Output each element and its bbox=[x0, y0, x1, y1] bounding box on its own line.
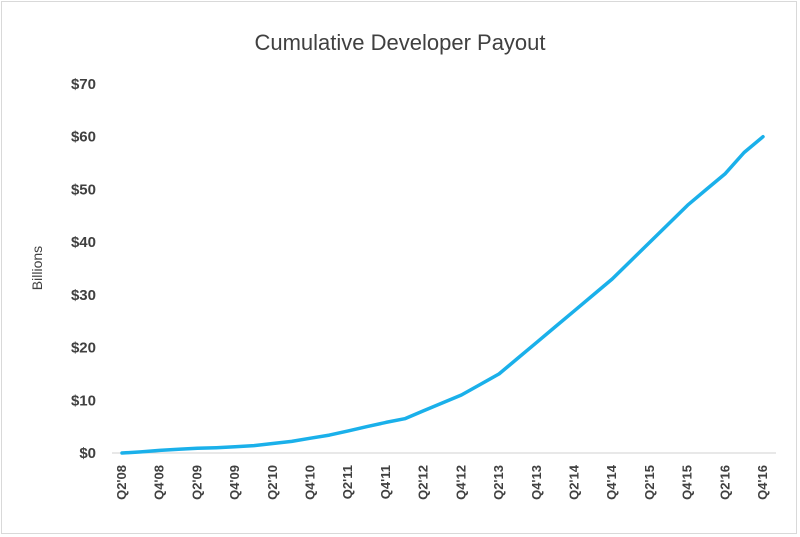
x-tick-label: Q4'12 bbox=[453, 465, 468, 500]
y-tick-label: $30 bbox=[71, 287, 96, 304]
series-line bbox=[120, 134, 765, 455]
x-tick-label: Q2'09 bbox=[189, 465, 204, 500]
x-tick-label: Q4'15 bbox=[680, 465, 695, 500]
x-tick-label: Q4'08 bbox=[152, 465, 167, 500]
x-tick-label: Q4'14 bbox=[604, 464, 619, 500]
y-tick-label: $0 bbox=[79, 445, 96, 462]
x-tick-label: Q4'16 bbox=[755, 465, 770, 500]
x-tick-label: Q2'11 bbox=[340, 465, 355, 499]
x-tick-label: Q2'10 bbox=[265, 465, 280, 500]
x-tick-label: Q4'11 bbox=[378, 465, 393, 499]
y-tick-label: $40 bbox=[71, 234, 96, 251]
chart-title: Cumulative Developer Payout bbox=[254, 30, 546, 55]
x-tick-label: Q2'13 bbox=[491, 465, 506, 500]
x-tick-label: Q2'12 bbox=[416, 465, 431, 500]
x-tick-label: Q4'10 bbox=[303, 465, 318, 500]
y-tick-label: $70 bbox=[71, 76, 96, 93]
x-tick-label: Q2'14 bbox=[566, 464, 581, 500]
y-tick-label: $10 bbox=[71, 392, 96, 409]
x-tick-label: Q2'15 bbox=[642, 465, 657, 500]
x-tick-label: Q4'13 bbox=[529, 465, 544, 500]
y-axis-ticks: $0 $10 $20 $30 $40 $50 $60 $70 bbox=[71, 76, 96, 462]
y-tick-label: $60 bbox=[71, 129, 96, 146]
x-tick-label: Q2'08 bbox=[114, 465, 129, 500]
x-axis-ticks: Q2'08 Q4'08 Q2'09 Q4'09 Q2'10 Q4'10 Q2'11 Q4'11… bbox=[114, 464, 770, 500]
y-tick-label: $20 bbox=[71, 340, 96, 357]
x-tick-label: Q2'16 bbox=[717, 465, 732, 500]
y-tick-label: $50 bbox=[71, 181, 96, 198]
y-axis-title: Billions bbox=[29, 246, 45, 290]
x-tick-label: Q4'09 bbox=[227, 465, 242, 500]
